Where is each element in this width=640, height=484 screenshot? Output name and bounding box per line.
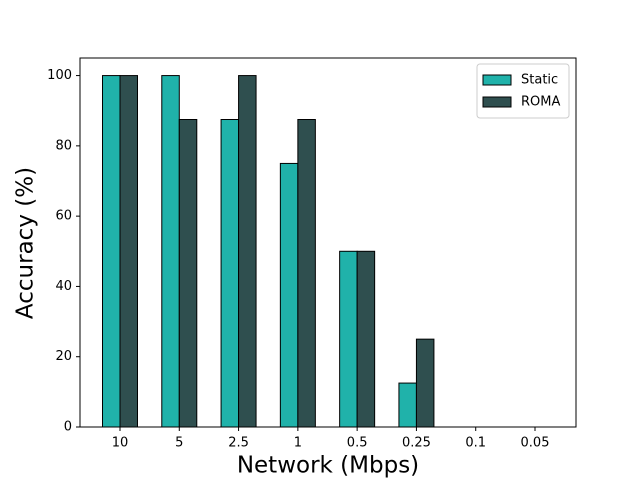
bar <box>102 75 121 428</box>
x-axis-label: Network (Mbps) <box>237 453 419 479</box>
x-tick-label: 5 <box>175 436 183 451</box>
bar <box>415 338 435 428</box>
y-tick-label: 20 <box>55 349 72 364</box>
y-axis-label: Accuracy (%) <box>13 167 39 319</box>
legend: Static ROMA <box>476 63 570 119</box>
legend-swatch <box>482 96 512 108</box>
bar <box>297 119 316 428</box>
bar <box>119 75 138 428</box>
bar <box>220 119 240 428</box>
bar <box>339 250 358 428</box>
x-tick-label: 0.25 <box>402 436 431 451</box>
bar <box>238 75 257 428</box>
x-tick-label: 0.05 <box>521 436 550 451</box>
x-tick-label: 2.5 <box>228 436 249 451</box>
legend-label: Static <box>521 73 558 88</box>
x-tick-label: 10 <box>112 436 129 451</box>
bar <box>398 382 417 428</box>
bar <box>356 250 376 428</box>
plot-frame <box>79 57 577 428</box>
bar <box>178 119 198 428</box>
y-tick-label: 60 <box>55 209 72 224</box>
x-tick-label: 0.1 <box>465 436 486 451</box>
y-tick-label: 40 <box>55 279 72 294</box>
legend-label: ROMA <box>521 95 560 110</box>
x-tick-label: 1 <box>294 436 302 451</box>
y-tick-label: 100 <box>47 68 72 83</box>
legend-swatch <box>482 74 512 86</box>
y-tick-label: 80 <box>55 138 72 153</box>
bar <box>161 75 180 428</box>
x-tick-label: 0.5 <box>347 436 368 451</box>
y-tick-label: 0 <box>64 420 72 435</box>
bar <box>279 162 299 428</box>
